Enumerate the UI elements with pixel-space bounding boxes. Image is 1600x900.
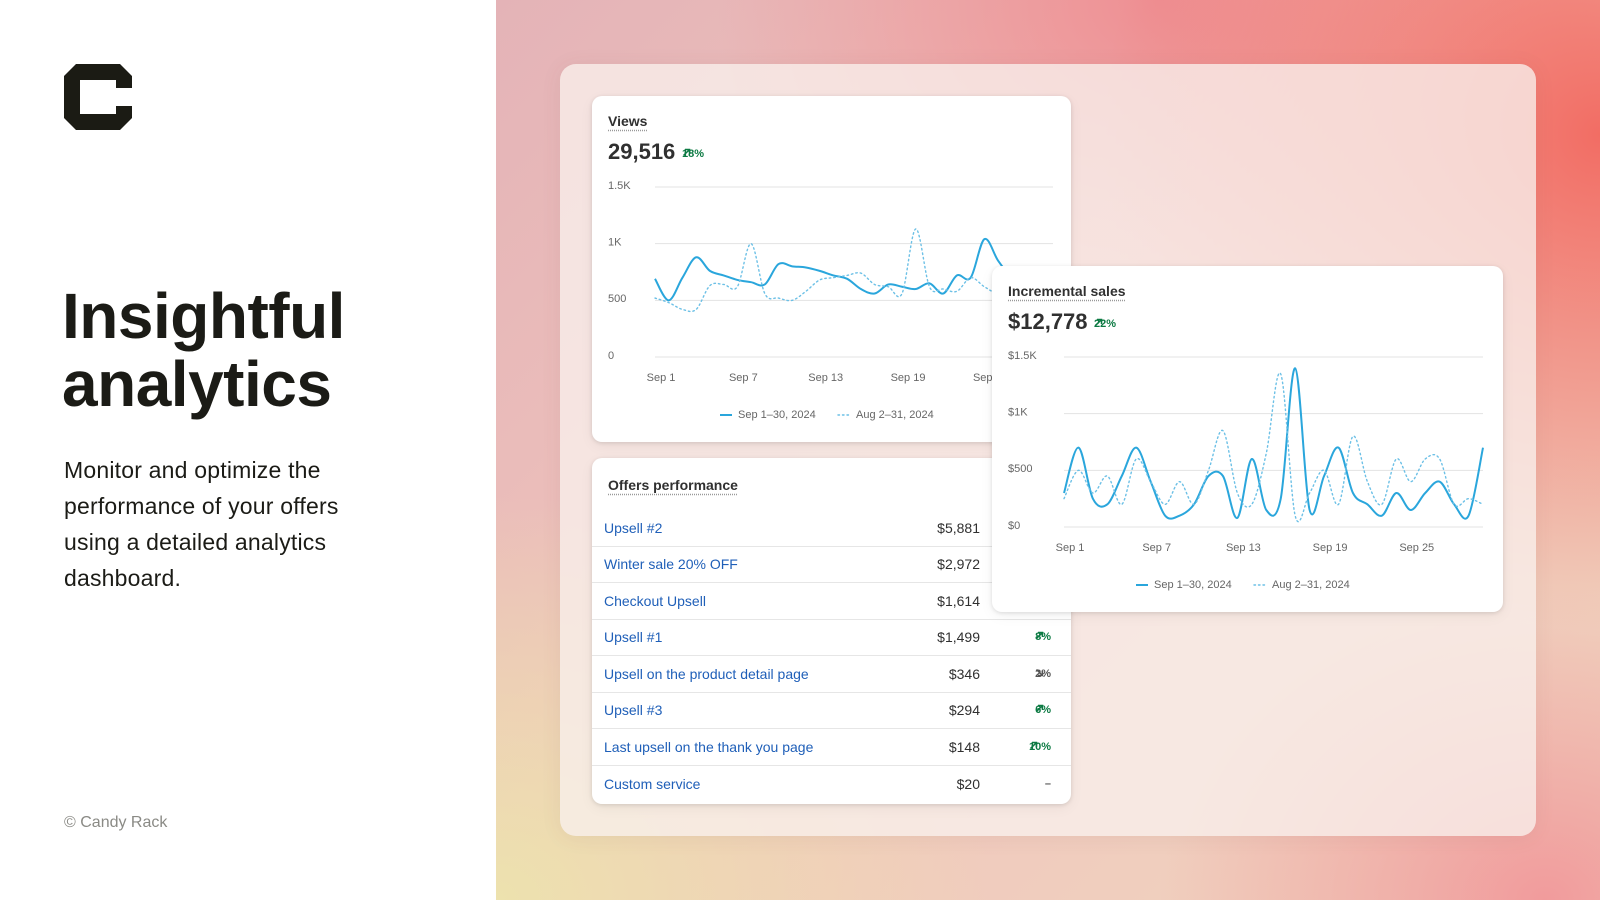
x-tick-label: Sep 13 <box>1226 542 1261 554</box>
trend-arrow <box>1094 318 1103 327</box>
legend-label: Sep 1–30, 2024 <box>738 409 816 421</box>
offer-amount: $1,499 <box>937 629 980 646</box>
card-value: $12,778 <box>1008 309 1088 334</box>
offer-amount: $148 <box>948 738 980 755</box>
y-tick-label: $1.5K <box>1008 350 1037 362</box>
y-tick-label: 1.5K <box>608 180 631 192</box>
card-value: 29,516 <box>608 139 676 164</box>
trend-arrow <box>682 148 691 157</box>
y-tick-label: 1K <box>608 237 622 249</box>
series-line <box>654 237 1054 302</box>
y-tick-label: $0 <box>1008 520 1020 532</box>
offer-amount: $20 <box>956 775 980 792</box>
description: Monitor and optimize the performance of … <box>64 457 339 591</box>
arrow-path <box>1036 705 1044 713</box>
arrow-path <box>1036 632 1044 640</box>
offer-link[interactable]: Upsell on the product detail page <box>604 665 809 682</box>
table-row: Upsell #3 $294 6% <box>592 693 1071 729</box>
offer-change: 10% <box>1029 741 1051 753</box>
offer-amount: $346 <box>948 665 980 682</box>
offer-change: 6% <box>1035 704 1051 716</box>
x-tick-label: Sep 25 <box>1399 542 1434 554</box>
offer-link[interactable]: Checkout Upsell <box>604 592 706 609</box>
offer-link[interactable]: Upsell #3 <box>604 702 663 719</box>
x-tick-label: Sep 7 <box>1142 542 1171 554</box>
offer-amount: $5,881 <box>937 519 980 536</box>
series-line <box>1063 372 1484 523</box>
offer-link[interactable]: Upsell #2 <box>604 519 663 536</box>
heading: Insightful analytics <box>62 280 345 420</box>
card-change: 18% <box>682 148 704 160</box>
x-tick-label: Sep 7 <box>729 372 758 384</box>
table-row: Upsell #2 $5,881 <box>592 510 1071 547</box>
offer-link[interactable]: Custom service <box>604 775 701 792</box>
card-title: Offers performance <box>608 477 738 493</box>
views-card: 0 500 1K 1.5K Sep 1 Sep 7 Sep 13 Sep 19 Sep 25 Se… <box>592 96 1071 442</box>
offers-card: Offers performance Upsell #2 $5,881 Winter… <box>592 458 1071 804</box>
table-row: Upsell on the product detail page $346 2% <box>592 656 1071 693</box>
legend-label: Sep 1–30, 2024 <box>1154 579 1232 591</box>
arrow-path <box>1036 668 1044 676</box>
y-tick-label: 0 <box>608 350 614 362</box>
table-row: Custom service $20 – <box>592 766 1071 803</box>
table-row: Checkout Upsell $1,614 <box>592 583 1071 620</box>
x-tick-label: Sep 1 <box>647 372 676 384</box>
sales-chart: $0 $500 $1K $1.5K Sep 1 Sep 7 Sep 13 Sep 19 Sep … <box>1008 350 1484 591</box>
logo <box>64 64 132 130</box>
series-line <box>1063 367 1484 520</box>
x-tick-label: Sep 19 <box>1313 542 1348 554</box>
offer-link[interactable]: Last upsell on the thank you page <box>604 738 814 755</box>
trend-arrow <box>1036 705 1044 713</box>
offer-amount: $294 <box>948 702 980 719</box>
y-tick-label: 500 <box>608 293 626 305</box>
legend-label: Aug 2–31, 2024 <box>856 409 934 421</box>
y-tick-label: $500 <box>1008 463 1032 475</box>
card-title: Incremental sales <box>1008 283 1126 299</box>
sidebar: Insightful analytics Monitor and optimiz… <box>0 0 496 900</box>
offer-amount: $2,972 <box>937 556 980 573</box>
x-tick-label: Sep 1 <box>1056 542 1085 554</box>
change-value: – <box>1044 777 1051 790</box>
offer-change: 8% <box>1035 631 1051 643</box>
offer-link[interactable]: Winter sale 20% OFF <box>604 556 738 573</box>
trend-arrow <box>1036 668 1044 676</box>
arrow-path <box>682 148 691 157</box>
footer: © Candy Rack <box>64 814 168 831</box>
x-tick-label: Sep 19 <box>891 372 926 384</box>
offer-change: – <box>1045 778 1051 790</box>
x-tick-label: Sep 13 <box>808 372 843 384</box>
card-change: 22% <box>1094 318 1116 330</box>
offer-change: 2% <box>1035 668 1051 680</box>
offer-link[interactable]: Upsell #1 <box>604 629 663 646</box>
trend-arrow <box>1029 741 1038 749</box>
offer-amount: $1,614 <box>937 592 980 609</box>
table-row: Upsell #1 $1,499 8% <box>592 620 1071 656</box>
table-row: Winter sale 20% OFF $2,972 <box>592 547 1071 583</box>
arrow-path <box>1094 318 1103 327</box>
table-row: Last upsell on the thank you page $148 10% <box>592 729 1071 766</box>
y-tick-label: $1K <box>1008 407 1028 419</box>
legend-label: Aug 2–31, 2024 <box>1272 579 1350 591</box>
arrow-path <box>1029 741 1038 749</box>
series-line <box>654 228 1054 313</box>
sales-card: $0 $500 $1K $1.5K Sep 1 Sep 7 Sep 13 Sep 19 Sep … <box>992 266 1503 612</box>
trend-arrow <box>1036 632 1044 640</box>
card-title: Views <box>608 113 648 129</box>
